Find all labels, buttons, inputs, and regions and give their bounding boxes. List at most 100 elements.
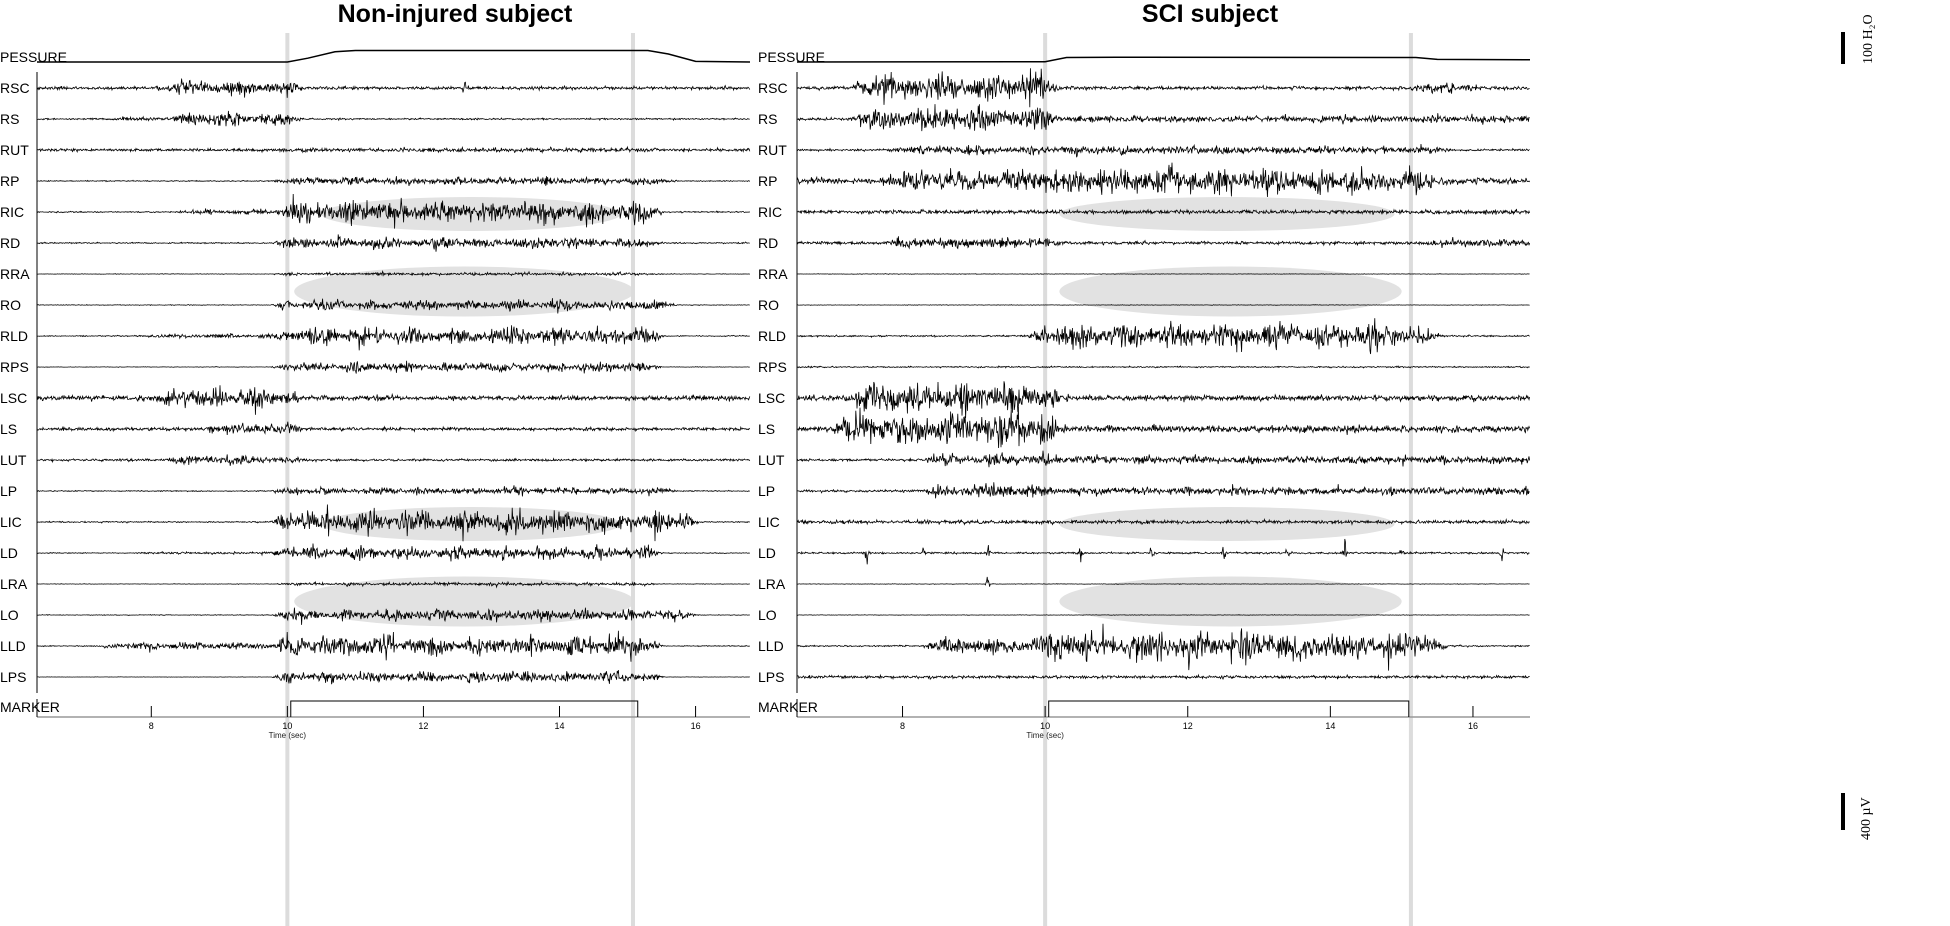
emg-trace-rsc [36, 78, 751, 98]
emg-trace-lp [36, 485, 750, 497]
background-layer [285, 33, 1413, 926]
channel-label-ro: RO [0, 297, 21, 313]
emg-trace-rsc [796, 68, 1530, 108]
channel-label-ric: RIC [0, 204, 24, 220]
channel-label-rs: RS [758, 111, 777, 127]
emg-trace-rut [796, 143, 1530, 158]
channel-label-rsc: RSC [758, 80, 788, 96]
channel-label-lo: LO [758, 607, 777, 623]
emg-trace-rs [36, 110, 750, 127]
traces-layer [36, 49, 1531, 718]
channel-label-lic: LIC [758, 514, 780, 530]
channel-label-lp: LP [758, 483, 775, 499]
channel-label-lic: LIC [0, 514, 22, 530]
channel-label-rut: RUT [0, 142, 29, 158]
emg-trace-rps [796, 365, 1530, 369]
emg-trace-rd [796, 236, 1530, 250]
emg-trace-rs [796, 104, 1530, 132]
emg-trace-rp [36, 175, 751, 186]
channel-label-rra: RRA [758, 266, 788, 282]
channel-label-rut: RUT [758, 142, 787, 158]
pressure-scale-label: 100 H₂O [1861, 14, 1876, 64]
emg-trace-lps [796, 673, 1530, 681]
channel-label-rs: RS [0, 111, 19, 127]
emg-trace-ro [36, 298, 750, 314]
channel-label-lut: LUT [758, 452, 785, 468]
emg-trace-lic [796, 517, 1530, 526]
emg-trace-rp [796, 162, 1530, 198]
pressure-trace [37, 49, 751, 63]
channel-label-rp: RP [758, 173, 777, 189]
channel-label-lsc: LSC [758, 390, 785, 406]
marker-label: MARKER [0, 699, 60, 715]
channel-label-ld: LD [0, 545, 18, 561]
marker-label: MARKER [758, 699, 818, 715]
emg-trace-lp [796, 482, 1530, 499]
emg-trace-ld [36, 543, 750, 562]
emg-trace-lo [796, 614, 1530, 616]
channel-label-rsc: RSC [0, 80, 30, 96]
x-tick-label: 16 [1468, 721, 1478, 731]
panel-title-left: Non-injured subject [338, 0, 573, 28]
emg-trace-lut [796, 450, 1530, 468]
x-tick-label: 14 [1325, 721, 1335, 731]
pressure-label: PESSURE [758, 49, 825, 65]
channel-label-lld: LLD [758, 638, 784, 654]
channel-label-rd: RD [0, 235, 20, 251]
pressure-trace [796, 56, 1531, 63]
channel-label-lps: LPS [758, 669, 784, 685]
emg-trace-lsc [796, 381, 1530, 419]
highlight-ellipse [294, 576, 635, 627]
x-tick-label: 12 [1183, 721, 1193, 731]
emg-trace-rps [37, 360, 750, 374]
emg-trace-lic [36, 504, 751, 542]
emg-trace-ric [36, 193, 751, 229]
emg-trace-rra [37, 270, 751, 278]
emg-trace-lps [37, 670, 750, 685]
emg-trace-ls [36, 421, 751, 436]
labels-layer: PESSURE RSC RS RUT RP RIC RD RRA RO RLD RPS LSC LS LU… [0, 49, 1478, 740]
emg-trace-rld [796, 318, 1530, 355]
channel-label-rp: RP [0, 173, 19, 189]
emg-trace-lra [36, 580, 750, 589]
emg-trace-lo [36, 607, 750, 625]
channel-label-lra: LRA [0, 576, 28, 592]
marker-trace [1048, 700, 1410, 717]
emg-trace-lsc [36, 385, 751, 415]
channel-label-lut: LUT [0, 452, 27, 468]
x-tick-label: 8 [149, 721, 154, 731]
emg-trace-lld [37, 630, 750, 662]
channel-label-ro: RO [758, 297, 779, 313]
emg-trace-lra [797, 576, 1530, 587]
channel-label-lsc: LSC [0, 390, 27, 406]
channel-label-ls: LS [0, 421, 17, 437]
channel-label-ric: RIC [758, 204, 782, 220]
emg-trace-ric [796, 208, 1530, 216]
channel-label-rra: RRA [0, 266, 30, 282]
highlight-ellipse [1059, 197, 1395, 231]
channel-label-lra: LRA [758, 576, 786, 592]
highlight-ellipse [1059, 576, 1402, 627]
channel-label-lps: LPS [0, 669, 26, 685]
x-axis-label: Time (sec) [269, 731, 307, 740]
emg-scale-label: 400 µV [1859, 797, 1874, 840]
pressure-label: PESSURE [0, 49, 67, 65]
highlight-ellipse [1059, 507, 1395, 541]
channel-label-ls: LS [758, 421, 775, 437]
emg-trace-ls [796, 407, 1530, 449]
x-tick-label: 10 [282, 721, 292, 731]
emg-trace-ro [796, 304, 1530, 306]
channel-label-lo: LO [0, 607, 19, 623]
channel-label-lp: LP [0, 483, 17, 499]
channel-label-rld: RLD [0, 328, 28, 344]
emg-trace-rra [797, 273, 1530, 275]
panel-title-right: SCI subject [1142, 0, 1279, 28]
emg-trace-rld [36, 325, 750, 351]
x-tick-label: 8 [900, 721, 905, 731]
channel-label-ld: LD [758, 545, 776, 561]
x-axis-label: Time (sec) [1026, 731, 1064, 740]
channel-label-rps: RPS [758, 359, 787, 375]
x-tick-label: 14 [554, 721, 564, 731]
emg-trace-ld [796, 538, 1530, 565]
